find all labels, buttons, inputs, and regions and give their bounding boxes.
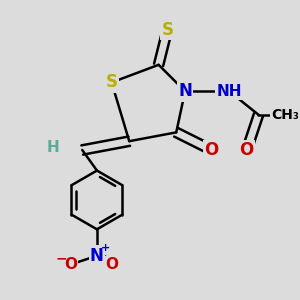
Text: N: N xyxy=(178,82,192,100)
Text: CH₃: CH₃ xyxy=(271,108,299,122)
Text: +: + xyxy=(100,243,110,254)
Text: H: H xyxy=(46,140,59,154)
Text: O: O xyxy=(64,257,77,272)
Text: S: S xyxy=(161,21,173,39)
Text: −: − xyxy=(56,252,68,266)
Text: O: O xyxy=(105,257,118,272)
Text: O: O xyxy=(240,141,254,159)
Text: S: S xyxy=(106,74,118,92)
Text: O: O xyxy=(204,141,219,159)
Text: NH: NH xyxy=(216,84,242,99)
Text: N: N xyxy=(90,247,104,265)
